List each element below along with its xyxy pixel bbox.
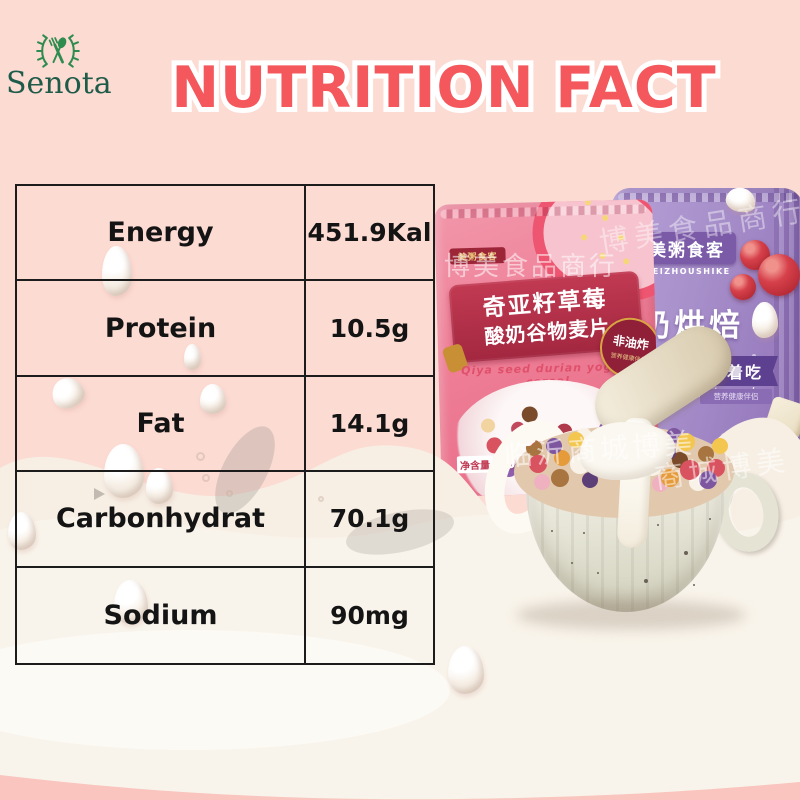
table-row-value: 10.5g [306, 281, 433, 377]
table-row-value: 451.9Kal [306, 186, 433, 282]
cherry-icon [730, 274, 756, 300]
table-row-label: Fat [17, 376, 306, 473]
page-title: NUTRITION FACT NUTRITION FACT [140, 50, 748, 132]
purple-badge-sub: 营养健康伴侣 [700, 389, 772, 404]
table-row-value: 70.1g [306, 472, 433, 568]
table-row-label: Protein [17, 281, 306, 377]
page-title-outline: NUTRITION FACT [166, 50, 720, 126]
bowl-shadow [516, 600, 746, 630]
milk-drop [184, 344, 201, 370]
cherry-icon [758, 254, 800, 296]
milk-drop [8, 512, 36, 550]
purple-brand-label: 美粥食客 [638, 232, 736, 264]
milk-bubble [196, 452, 205, 461]
bag-top-crimp [618, 193, 798, 202]
brand-logo-text: Senota [6, 66, 112, 101]
table-row-label: Energy [17, 186, 306, 282]
table-row-value: 14.1g [306, 377, 433, 473]
milk-drop [114, 580, 148, 624]
watermark: 博美食品商行 [444, 252, 619, 282]
milk-bubble [226, 490, 233, 497]
milk-drop [200, 384, 226, 414]
page-title-text: NUTRITION FACT [171, 55, 717, 121]
milk-drop [752, 302, 778, 338]
milk-drop [102, 246, 132, 296]
milk-bubble [318, 496, 324, 502]
decor-triangle [94, 488, 105, 500]
laurel-cutlery-icon [36, 34, 80, 68]
purple-brand-sub: MEIZHOUSHIKE [643, 267, 731, 276]
milk-bubble [202, 474, 210, 482]
milk-drop [146, 468, 173, 504]
cereal-bowl-scene [468, 314, 800, 640]
table-row-value: 90mg [330, 600, 409, 630]
table-row-label: Carbonhydrat [17, 472, 306, 568]
nutrition-table: Energy 451.9Kal Protein 10.5g Fat 14.1g … [15, 184, 435, 665]
milk-drop [448, 646, 484, 694]
table-row-label: Sodium [17, 567, 306, 663]
